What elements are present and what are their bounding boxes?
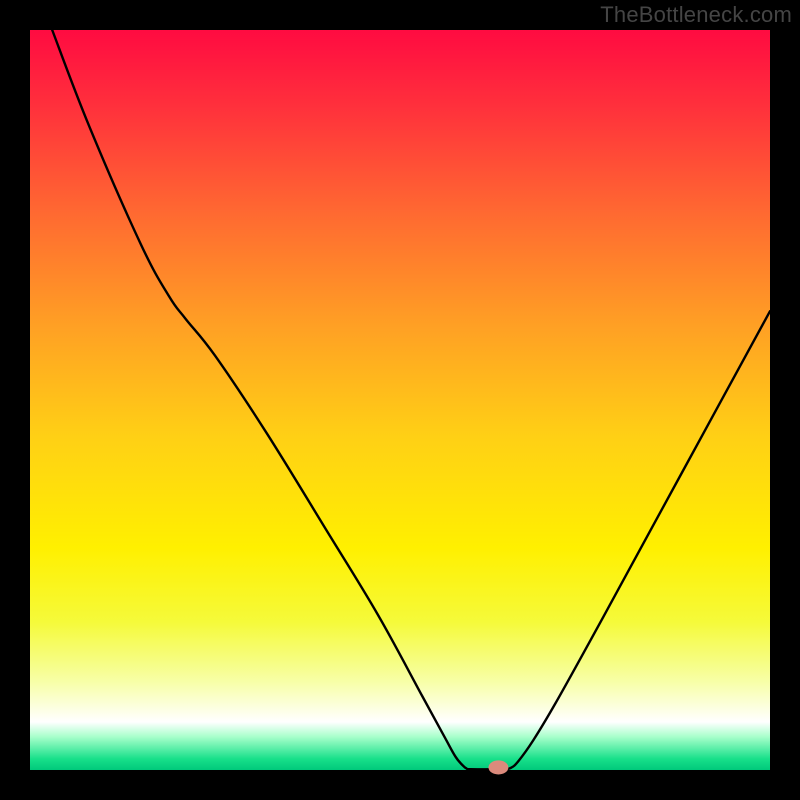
gradient-background [30, 30, 770, 770]
optimal-marker [488, 760, 508, 774]
watermark-text: TheBottleneck.com [600, 2, 792, 28]
plot-svg [0, 0, 800, 800]
